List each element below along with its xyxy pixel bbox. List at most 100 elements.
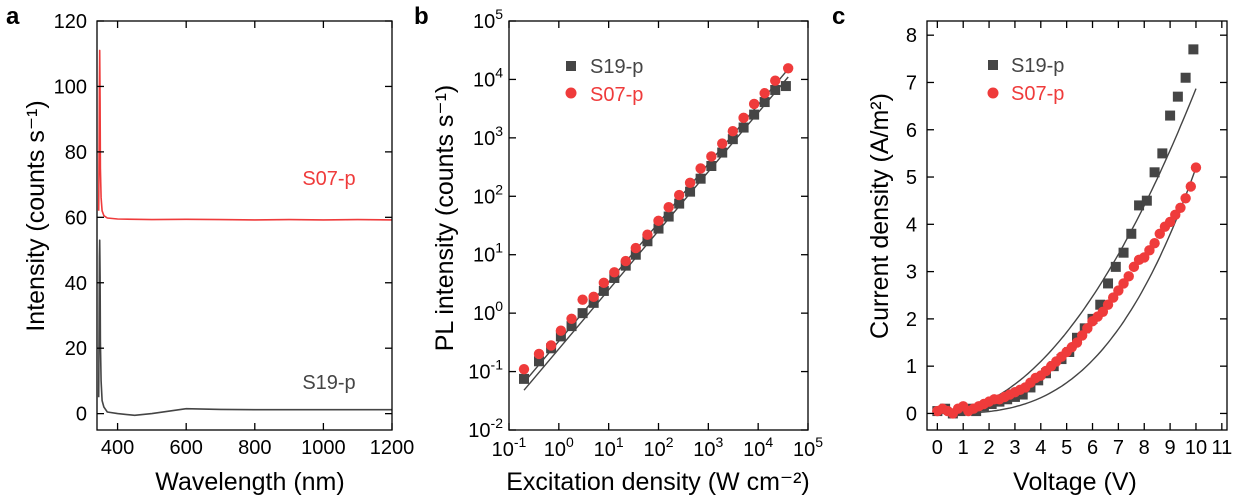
chart-c-x-tick-label: 2 <box>984 437 995 459</box>
chart-b-y-tick-label: 100 <box>473 298 503 325</box>
chart-c-point-s07 <box>1123 271 1134 282</box>
chart-b-legend-marker-s07 <box>565 87 577 99</box>
panel-letter-b: b <box>414 3 429 30</box>
chart-b-point-s19 <box>663 211 674 222</box>
chart-a-label-s07: S07-p <box>302 168 355 190</box>
chart-a-x-tick-label: 800 <box>238 437 271 459</box>
chart-c-point-s19 <box>1095 299 1106 310</box>
chart-b-point-s07 <box>555 325 567 336</box>
chart-b-point-s19 <box>759 97 770 108</box>
panel-letter-a: a <box>6 3 20 30</box>
chart-c-point-s07 <box>1190 162 1202 173</box>
chart-b-legend: S19-p S07-p <box>565 56 643 106</box>
chart-c-y-tick-label: 6 <box>906 120 917 142</box>
chart-b-point-s19 <box>717 147 728 158</box>
chart-b-x-tick-label: 103 <box>693 434 723 461</box>
chart-c-x-tick-label: 0 <box>932 437 943 459</box>
chart-c-point-s19 <box>1157 148 1168 159</box>
chart-c-x-tick-label: 10 <box>1185 437 1207 459</box>
chart-c-point-s19 <box>1134 200 1145 211</box>
chart-b-y-tick-label: 103 <box>473 123 503 150</box>
chart-b-x-tick-label: 104 <box>743 434 773 461</box>
chart-b-point-s07 <box>518 363 530 375</box>
chart-a-label-s19: S19-p <box>302 372 355 394</box>
chart-c-plot-frame <box>926 20 1228 431</box>
chart-c-point-s19 <box>1172 91 1183 102</box>
chart-b-point-s07 <box>727 125 739 137</box>
chart-c-point-s19 <box>1141 195 1152 206</box>
chart-b-point-s07 <box>717 138 728 149</box>
chart-c-point-s19 <box>1126 228 1137 239</box>
chart-c-point-s07 <box>1149 238 1160 249</box>
chart-c-fit-line-s19 <box>937 88 1197 415</box>
chart-c-x-tick-label: 4 <box>1035 437 1046 459</box>
chart-b-point-s19 <box>695 173 706 184</box>
chart-b-pl-vs-excitation: 10-1 100 101 102 103 104 10510-210-11001011021… <box>468 6 823 461</box>
chart-b-point-s07 <box>609 267 620 278</box>
chart-b-point-s07 <box>533 348 545 360</box>
chart-c-legend-marker-s19 <box>988 60 998 70</box>
chart-b-point-s07 <box>588 291 599 303</box>
chart-b-point-s19 <box>588 297 599 308</box>
chart-b-point-s07 <box>770 75 781 86</box>
chart-a-wavelength-spectrum: 400 600 800 1000 1200 0 20 40 60 80 100 120 <box>54 11 415 459</box>
chart-a-x-tick-label: 1000 <box>301 437 346 459</box>
chart-b-point-s07 <box>577 294 588 305</box>
chart-c-y-tick-label: 3 <box>906 262 917 284</box>
chart-b-point-s07 <box>630 242 641 254</box>
chart-c-legend-marker-s07 <box>987 87 999 99</box>
chart-b-point-s19 <box>577 308 588 319</box>
chart-b-point-s07 <box>738 112 749 124</box>
chart-b-x-axis-title: Excitation density (W cm⁻²) <box>506 468 810 496</box>
chart-c-y-tick-label: 0 <box>906 403 917 425</box>
chart-c-x-tick-label: 5 <box>1061 437 1072 459</box>
chart-b-legend-marker-s19 <box>566 61 576 71</box>
chart-c-legend-label-s19: S19-p <box>1011 55 1064 77</box>
chart-c-point-s07 <box>1180 193 1191 204</box>
chart-c-x-axis-title: Voltage (V) <box>1013 468 1137 496</box>
chart-b-point-s07 <box>620 255 631 267</box>
chart-b-point-s19 <box>534 356 545 367</box>
chart-a-y-tick-label: 100 <box>54 76 87 98</box>
chart-b-point-s19 <box>519 373 530 384</box>
chart-c-x-tick-label: 7 <box>1113 437 1124 459</box>
chart-b-x-tick-label: 105 <box>793 434 823 461</box>
chart-b-y-tick-label: 10-2 <box>468 415 503 442</box>
chart-b-point-s19 <box>653 223 664 234</box>
chart-b-point-s07 <box>598 277 610 289</box>
chart-b-y-tick-label: 102 <box>473 181 503 208</box>
chart-a-y-tick-label: 60 <box>65 207 87 229</box>
chart-a-x-tick-label: 1200 <box>370 437 415 459</box>
chart-b-y-tick-label: 101 <box>473 240 503 267</box>
chart-a-y-tick-label: 120 <box>54 11 87 33</box>
chart-b-point-s19 <box>780 81 791 92</box>
chart-b-y-tick-label: 104 <box>473 64 503 91</box>
chart-b-point-s19 <box>706 160 717 171</box>
chart-c-fit-line-s07 <box>937 167 1197 415</box>
chart-a-y-tick-label: 0 <box>76 404 87 426</box>
chart-b-point-s19 <box>674 198 685 209</box>
chart-c-y-tick-label: 4 <box>906 214 917 236</box>
chart-c-y-tick-label: 5 <box>906 167 917 189</box>
chart-b-point-s19 <box>642 236 653 247</box>
chart-c-legend: S19-p S07-p <box>987 55 1064 105</box>
chart-b-point-s07 <box>673 189 685 201</box>
chart-b-point-s07 <box>566 313 577 325</box>
chart-c-y-tick-label: 7 <box>906 72 917 94</box>
chart-a-y-axis-title: Intensity (counts s⁻¹) <box>22 100 50 331</box>
chart-c-x-tick-label: 6 <box>1087 437 1098 459</box>
chart-c-point-s19 <box>1180 72 1191 83</box>
chart-c-point-s19 <box>1110 261 1121 272</box>
chart-b-point-s19 <box>555 331 566 342</box>
chart-a-x-tick-label: 600 <box>169 437 202 459</box>
chart-c-x-tick-label: 9 <box>1165 437 1176 459</box>
panel-letter-c: c <box>832 3 845 30</box>
chart-a-plot-frame <box>96 20 393 431</box>
chart-b-legend-label-s19: S19-p <box>590 56 643 78</box>
chart-b-point-s07 <box>759 88 770 99</box>
chart-b-x-tick-label: 101 <box>594 434 624 461</box>
chart-b-point-s07 <box>642 229 653 240</box>
chart-b-point-s07 <box>653 215 664 227</box>
chart-c-x-tick-label: 3 <box>1009 437 1020 459</box>
